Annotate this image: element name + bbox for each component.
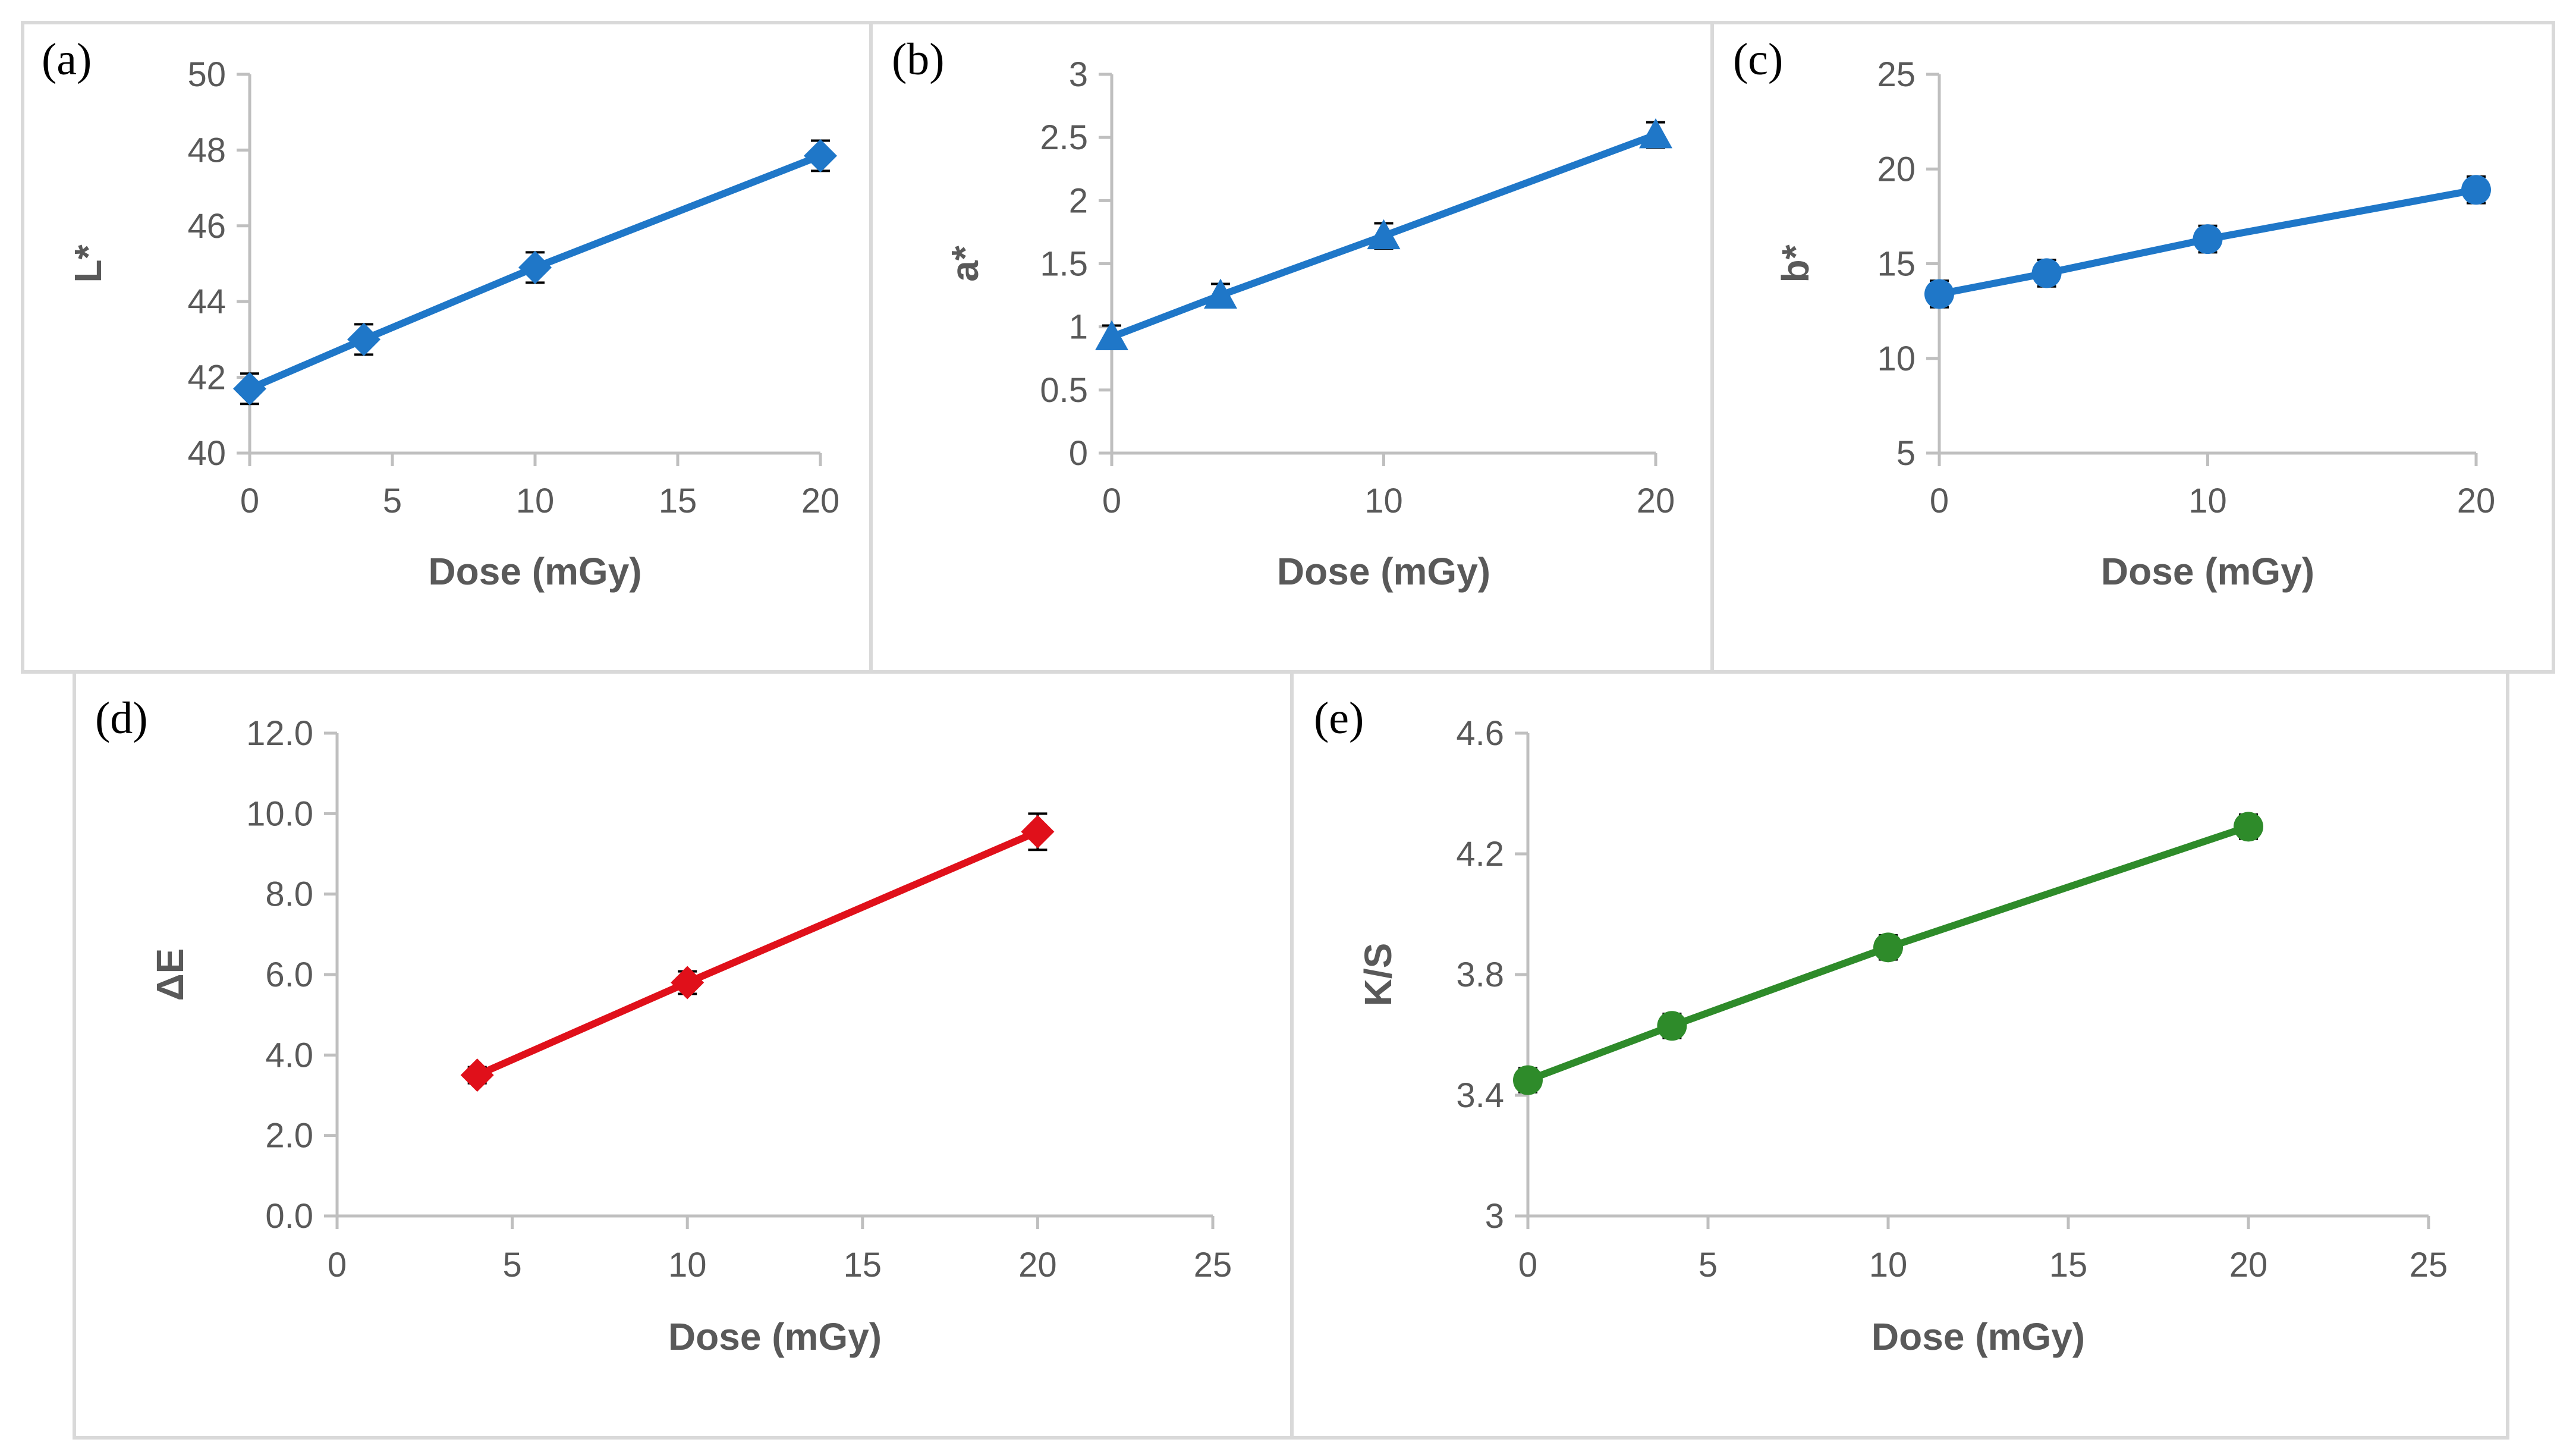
series-line bbox=[248, 152, 822, 392]
x-axis-title: Dose (mGy) bbox=[428, 550, 641, 593]
panel-label: (c) bbox=[1733, 34, 1783, 84]
y-tick-label: 4.0 bbox=[265, 1036, 313, 1074]
y-tick-label: 4.2 bbox=[1456, 835, 1504, 873]
y-tick-label: 50 bbox=[187, 55, 226, 94]
x-tick-label: 5 bbox=[1699, 1246, 1718, 1284]
data-point bbox=[1367, 219, 1401, 250]
x-tick-label: 10 bbox=[1869, 1246, 1908, 1284]
x-tick-label: 15 bbox=[2049, 1246, 2088, 1284]
data-point bbox=[1204, 278, 1237, 309]
data-point bbox=[2193, 224, 2223, 254]
x-tick-label: 20 bbox=[1637, 482, 1675, 520]
data-point bbox=[2234, 812, 2263, 842]
series-line bbox=[476, 828, 1039, 1079]
chart-panel-d: (d) 0.0 2.0 4.0 6.0 8.0 10.0 12.0 0 5 10 15 20 25 Dose… bbox=[73, 670, 1294, 1440]
series-line bbox=[1938, 186, 2477, 298]
chart-panel-c: (c) 5 10 15 20 25 0 10 20 Dose (mGy) b* bbox=[1710, 21, 2555, 674]
chart-panel-a: (a) 40 42 44 46 48 50 0 5 10 15 20 Dose (mGy) L* bbox=[21, 21, 873, 674]
x-tick-label: 0 bbox=[1518, 1246, 1537, 1284]
x-tick-label: 0 bbox=[240, 482, 259, 520]
y-tick-label: 46 bbox=[187, 207, 226, 246]
series-line bbox=[1526, 823, 2250, 1084]
x-tick-label: 20 bbox=[1018, 1246, 1057, 1284]
y-tick-label: 10 bbox=[1877, 340, 1916, 378]
y-tick-label: 6.0 bbox=[265, 956, 313, 994]
data-point bbox=[2031, 258, 2062, 288]
panel-label: (b) bbox=[892, 34, 945, 84]
data-point bbox=[1513, 1065, 1543, 1095]
data-point bbox=[1924, 279, 1954, 309]
y-tick-label: 8.0 bbox=[265, 875, 313, 914]
x-tick-label: 5 bbox=[383, 482, 402, 520]
y-tick-label: 0.0 bbox=[265, 1197, 313, 1236]
data-point bbox=[1657, 1011, 1687, 1041]
x-axis-title: Dose (mGy) bbox=[1872, 1315, 2085, 1358]
y-tick-label: 4.6 bbox=[1456, 714, 1504, 753]
x-tick-label: 25 bbox=[2410, 1246, 2448, 1284]
x-tick-label: 10 bbox=[516, 482, 555, 520]
x-tick-label: 25 bbox=[1194, 1246, 1232, 1284]
chart-panel-e: (e) 3 3.4 3.8 4.2 4.6 0 5 10 15 20 25 Dose (mGy) K/S bbox=[1290, 670, 2509, 1440]
x-axis-title: Dose (mGy) bbox=[668, 1315, 882, 1358]
x-tick-label: 5 bbox=[502, 1246, 521, 1284]
x-tick-label: 20 bbox=[801, 482, 840, 520]
data-point bbox=[233, 372, 266, 406]
y-tick-label: 40 bbox=[187, 434, 226, 473]
y-tick-label: 15 bbox=[1877, 245, 1916, 284]
y-tick-label: 2 bbox=[1069, 181, 1088, 220]
y-tick-label: 1.5 bbox=[1040, 245, 1088, 284]
data-point bbox=[671, 966, 704, 1000]
x-tick-label: 10 bbox=[1364, 482, 1403, 520]
series-line bbox=[1110, 131, 1657, 341]
x-tick-label: 0 bbox=[1102, 482, 1121, 520]
panel-label: (d) bbox=[95, 693, 148, 743]
x-tick-label: 10 bbox=[668, 1246, 707, 1284]
x-axis-title: Dose (mGy) bbox=[1277, 550, 1490, 593]
y-tick-label: 2.0 bbox=[265, 1117, 313, 1155]
x-tick-label: 0 bbox=[328, 1246, 347, 1284]
y-tick-label: 44 bbox=[187, 282, 226, 321]
y-tick-label: 12.0 bbox=[246, 714, 313, 753]
y-tick-label: 3.8 bbox=[1456, 956, 1504, 994]
x-tick-label: 20 bbox=[2229, 1246, 2268, 1284]
y-axis-title: K/S bbox=[1357, 943, 1399, 1007]
x-axis-title: Dose (mGy) bbox=[2101, 550, 2314, 593]
y-axis-title: ΔE bbox=[149, 948, 191, 1001]
panel-label: (e) bbox=[1314, 693, 1364, 743]
y-axis-title: L* bbox=[67, 244, 109, 282]
y-tick-label: 25 bbox=[1877, 55, 1916, 94]
y-tick-label: 0 bbox=[1069, 434, 1088, 473]
data-point bbox=[460, 1058, 494, 1092]
y-tick-label: 3 bbox=[1485, 1197, 1504, 1236]
data-point bbox=[1639, 118, 1672, 149]
x-tick-label: 0 bbox=[1930, 482, 1949, 520]
y-tick-label: 20 bbox=[1877, 150, 1916, 188]
y-tick-label: 1 bbox=[1069, 308, 1088, 347]
data-point bbox=[1095, 320, 1128, 351]
y-tick-label: 48 bbox=[187, 131, 226, 169]
data-point bbox=[347, 322, 380, 356]
x-tick-label: 15 bbox=[844, 1246, 882, 1284]
y-tick-label: 0.5 bbox=[1040, 371, 1088, 410]
y-axis-title: a* bbox=[943, 246, 986, 282]
x-tick-label: 20 bbox=[2457, 482, 2496, 520]
y-tick-label: 2.5 bbox=[1040, 118, 1088, 157]
data-point bbox=[804, 139, 837, 172]
y-tick-label: 5 bbox=[1896, 434, 1916, 473]
y-tick-label: 3.4 bbox=[1456, 1076, 1504, 1115]
chart-panel-b: (b) 0 0.5 1 1.5 2 2.5 3 0 10 20 Dose (mGy) a* bbox=[869, 21, 1714, 674]
y-tick-label: 42 bbox=[187, 359, 226, 397]
data-point bbox=[1873, 932, 1903, 963]
panel-frame bbox=[1290, 670, 2509, 1440]
y-tick-label: 3 bbox=[1069, 55, 1088, 94]
panel-label: (a) bbox=[42, 34, 92, 84]
data-point bbox=[2461, 175, 2491, 205]
data-point bbox=[1021, 815, 1055, 849]
x-tick-label: 10 bbox=[2188, 482, 2227, 520]
y-axis-title: b* bbox=[1774, 244, 1817, 282]
x-tick-label: 15 bbox=[659, 482, 697, 520]
y-tick-label: 10.0 bbox=[246, 794, 313, 833]
data-point bbox=[518, 250, 552, 284]
